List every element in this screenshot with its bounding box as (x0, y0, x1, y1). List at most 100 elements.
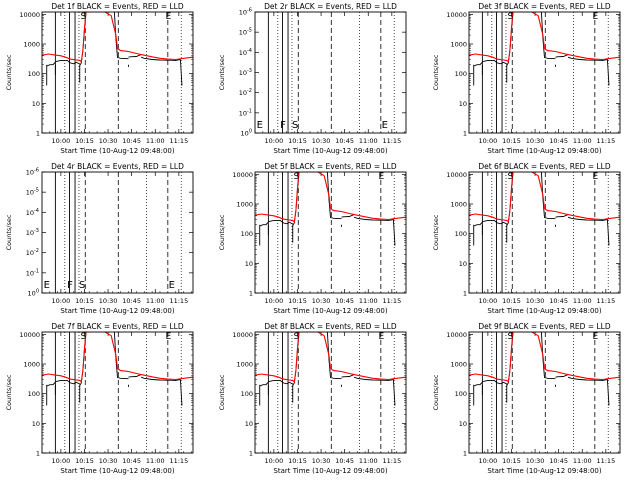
x-axis-label: Start Time (10-Aug-12 09:48:00) (60, 147, 174, 155)
y-axis-label: Counts/sec (218, 374, 226, 410)
annotation-label: E (378, 172, 384, 182)
chart-title: Det 6f BLACK = Events, RED = LLD (478, 162, 611, 171)
y-axis-label: Counts/sec (432, 54, 440, 90)
time-markers (54, 12, 182, 133)
y-tick-label: 10-3 (239, 68, 252, 77)
lld-series-line (469, 172, 620, 224)
chart-panel-3: Det 3f BLACK = Events, RED = LLD Counts/s… (432, 2, 621, 155)
annotation-label: E (165, 12, 171, 22)
x-tick-label: 11:00 (146, 297, 165, 305)
events-series-line (55, 59, 81, 65)
lld-series-line (469, 12, 620, 64)
events-series-line (326, 332, 342, 380)
y-tick-label: 10-6 (239, 8, 252, 17)
events-series-line (540, 12, 556, 60)
events-series-line (113, 12, 129, 60)
lld-series-line (42, 12, 193, 64)
y-tick-label: 10000 (446, 171, 467, 179)
time-markers (481, 332, 609, 453)
chart-title: Det 2r BLACK = Events, RED = LLD (264, 2, 397, 11)
annotation-label: E (592, 332, 598, 342)
events-series-line (326, 172, 342, 220)
events-series-line (113, 332, 129, 380)
x-tick-label: 11:00 (359, 457, 378, 465)
x-tick-label: 10:30 (99, 297, 118, 305)
y-tick-label: 10 (245, 260, 253, 268)
annotation-label: S (79, 280, 85, 291)
y-tick-label: 10-5 (239, 28, 252, 37)
x-tick-label: 11:15 (382, 297, 401, 305)
y-tick-label: 100 (455, 390, 467, 398)
chart-title: Det 5f BLACK = Events, RED = LLD (264, 162, 397, 171)
time-markers (54, 172, 182, 293)
x-tick-label: 11:00 (146, 137, 165, 145)
y-tick-label: 10000 (232, 171, 253, 179)
plot-frame (254, 331, 407, 454)
annotation-label: E (592, 12, 598, 22)
y-tick-label: 10-2 (26, 248, 39, 257)
plot-frame (468, 171, 621, 294)
annotation-label: S (508, 172, 514, 182)
y-axis-label: Counts/sec (218, 54, 226, 90)
annotation-label: S (292, 120, 298, 131)
y-tick-label: 10-1 (26, 268, 39, 277)
x-tick-label: 10:15 (75, 457, 94, 465)
y-tick-label: 1 (249, 450, 253, 458)
events-series-line (555, 374, 569, 378)
y-tick-label: 100 (455, 230, 467, 238)
events-series-line (473, 382, 483, 387)
chart-title: Det 3f BLACK = Events, RED = LLD (478, 2, 611, 11)
chart-title: Det 7f BLACK = Events, RED = LLD (51, 322, 184, 331)
x-tick-label: 10:45 (335, 297, 354, 305)
series-group (255, 332, 406, 406)
events-series-line (46, 382, 56, 387)
annotation-label: S (508, 332, 514, 342)
x-axis-label: Start Time (10-Aug-12 09:48:00) (273, 307, 387, 315)
x-tick-label: 11:00 (573, 297, 592, 305)
plot-frame (41, 11, 194, 134)
events-series-line (567, 376, 610, 406)
x-tick-label: 10:00 (479, 137, 498, 145)
x-tick-label: 11:15 (596, 457, 615, 465)
events-series-line (473, 62, 483, 67)
annotation-label: S (294, 332, 300, 342)
annotation-label: E (169, 280, 175, 291)
y-tick-label: 1 (463, 130, 467, 138)
plot-frame (468, 331, 621, 454)
y-tick-label: 10000 (446, 11, 467, 19)
x-axis-label: Start Time (10-Aug-12 09:48:00) (273, 147, 387, 155)
y-axis-label: Counts/sec (432, 374, 440, 410)
y-tick-label: 1 (249, 290, 253, 298)
y-tick-label: 10-2 (239, 88, 252, 97)
x-tick-label: 10:45 (122, 137, 141, 145)
x-tick-label: 10:15 (502, 137, 521, 145)
x-tick-label: 10:00 (52, 457, 71, 465)
x-tick-label: 11:15 (596, 137, 615, 145)
events-series-line (268, 379, 294, 385)
x-tick-label: 10:45 (335, 457, 354, 465)
lld-series-line (469, 332, 620, 384)
x-tick-label: 10:00 (265, 457, 284, 465)
events-series-line (341, 214, 355, 218)
y-tick-label: 10 (459, 260, 467, 268)
chart-title: Det 8f BLACK = Events, RED = LLD (264, 322, 397, 331)
chart-panel-5: Det 5f BLACK = Events, RED = LLD Counts/s… (218, 162, 407, 315)
y-tick-label: 10-3 (26, 228, 39, 237)
events-series-line (55, 379, 81, 385)
events-series-line (341, 374, 355, 378)
lld-series-line (255, 172, 406, 224)
y-tick-label: 100 (241, 390, 253, 398)
annotation-label: F (67, 280, 73, 291)
y-tick-label: 10 (32, 420, 40, 428)
y-tick-label: 1 (36, 450, 40, 458)
series-group (469, 12, 620, 86)
annotation-label: E (165, 332, 171, 342)
x-tick-label: 10:00 (52, 137, 71, 145)
events-series-line (555, 214, 569, 218)
y-tick-label: 100 (241, 230, 253, 238)
x-tick-label: 11:00 (146, 457, 165, 465)
x-tick-label: 10:30 (526, 457, 545, 465)
chart-panel-6: Det 6f BLACK = Events, RED = LLD Counts/s… (432, 162, 621, 315)
x-tick-label: 10:15 (288, 457, 307, 465)
x-tick-label: 10:15 (288, 137, 307, 145)
